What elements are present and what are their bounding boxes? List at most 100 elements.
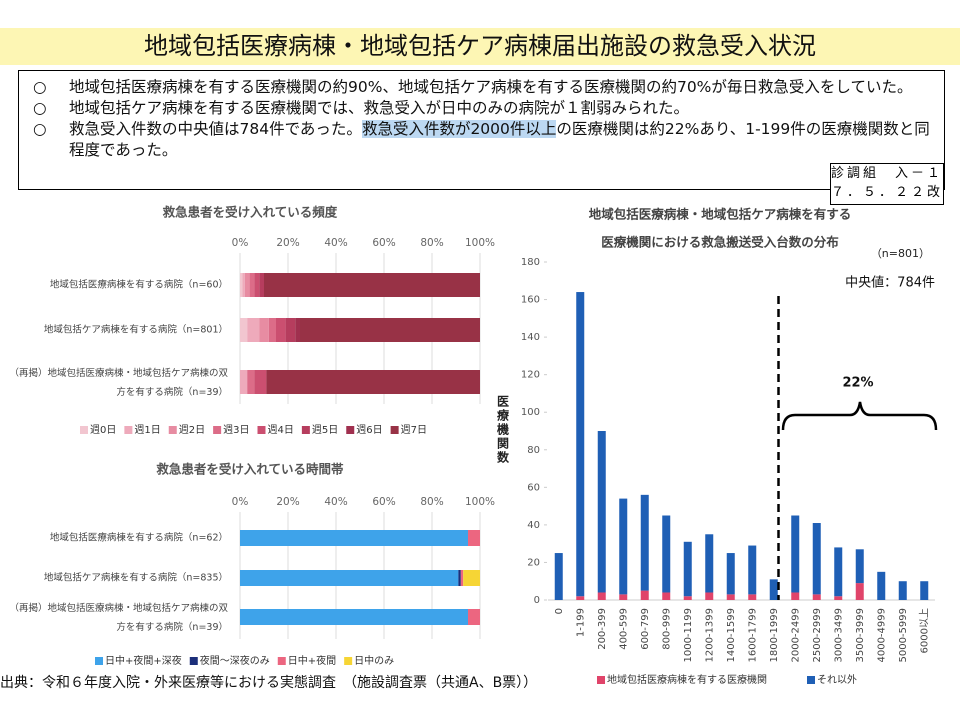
legend-label: 週0日 bbox=[90, 424, 116, 436]
y-tick-label: 100 bbox=[521, 407, 540, 418]
bar-segment bbox=[597, 431, 606, 593]
bar-segment bbox=[705, 534, 714, 593]
x-tick-label: 1000-1199 bbox=[683, 608, 694, 663]
annotation: 22% bbox=[842, 376, 873, 391]
x-tick-label: 1400-1599 bbox=[726, 608, 737, 663]
y-tick-label: 地域包括ケア病棟を有する病院（n=835） bbox=[44, 572, 228, 584]
bar-segment bbox=[247, 370, 255, 394]
legend-swatch bbox=[257, 426, 266, 434]
y-tick-label: 80 bbox=[527, 445, 540, 456]
bar-segment bbox=[460, 570, 464, 586]
x-tick-label: 100% bbox=[465, 496, 495, 508]
chart-title: 地域包括医療病棟・地域包括ケア病棟を有する bbox=[589, 207, 852, 222]
bar-segment bbox=[268, 318, 276, 342]
chart-title: 救急患者を受け入れている時間帯 bbox=[156, 462, 344, 477]
legend-swatch bbox=[168, 426, 177, 434]
chart-title: 医療機関における救急搬送受入台数の分布 bbox=[601, 235, 839, 250]
legend-swatch bbox=[189, 657, 198, 665]
bar-segment bbox=[240, 530, 468, 546]
x-tick-label: 60% bbox=[372, 496, 395, 508]
bar-segment bbox=[855, 583, 864, 600]
bullet-segment: 地域包括医療病棟を有する医療機関の約90%、地域包括ケア病棟を有する医療機関の約… bbox=[69, 78, 913, 96]
legend-label: 日中+夜間 bbox=[288, 654, 336, 667]
legend-label: 日中のみ bbox=[354, 654, 394, 667]
bar-segment bbox=[458, 570, 461, 586]
x-tick-label: 80% bbox=[420, 237, 443, 249]
bar-segment bbox=[662, 592, 671, 600]
bar-segment bbox=[705, 592, 714, 600]
bar-segment bbox=[240, 273, 243, 297]
legend-swatch bbox=[277, 657, 286, 665]
bar-segment bbox=[468, 530, 480, 546]
x-tick-label: 1600-1799 bbox=[747, 608, 758, 663]
x-tick-label: 4000-4999 bbox=[876, 608, 887, 663]
bar-segment bbox=[748, 545, 757, 595]
legend-swatch bbox=[213, 426, 222, 434]
chart-title: 救急患者を受け入れている頻度 bbox=[163, 205, 338, 220]
x-tick-label: 80% bbox=[420, 496, 443, 508]
x-tick-label: 2000-2499 bbox=[790, 608, 801, 663]
y-tick-label: 60 bbox=[527, 482, 540, 493]
bar-segment bbox=[748, 594, 757, 600]
x-tick-label: 800-999 bbox=[661, 608, 672, 650]
y-tick-label: （再掲）地域包括医療病棟・地域包括ケア病棟の双方を有する病院（n=39） bbox=[9, 367, 228, 398]
bar-segment bbox=[855, 549, 864, 584]
bullet-text: 地域包括医療病棟を有する医療機関の約90%、地域包括ケア病棟を有する医療機関の約… bbox=[69, 77, 912, 98]
x-tick-label: 6000以上 bbox=[918, 608, 930, 653]
bullet-text: 地域包括ケア病棟を有する医療機関では、救急受入が日中のみの病院が１割弱みられた。 bbox=[69, 98, 689, 119]
legend-swatch bbox=[346, 426, 355, 434]
x-tick-label: 0 bbox=[554, 608, 565, 614]
bullet: ○ 地域包括ケア病棟を有する医療機関では、救急受入が日中のみの病院が１割弱みられた… bbox=[29, 98, 934, 119]
legend-label: 地域包括医療病棟を有する医療機関 bbox=[607, 673, 767, 686]
bar-segment bbox=[812, 523, 821, 595]
legend-label: 週2日 bbox=[179, 424, 205, 436]
bar-segment bbox=[640, 494, 649, 591]
x-tick-label: 400-599 bbox=[618, 608, 629, 650]
y-tick-label: 20 bbox=[527, 557, 540, 568]
legend-swatch bbox=[95, 657, 103, 665]
bar-segment bbox=[554, 553, 563, 600]
bar-segment bbox=[240, 318, 248, 342]
bullet-segment: 地域包括ケア病棟を有する医療機関では、救急受入が日中のみの病院が１割弱みられた。 bbox=[69, 99, 690, 117]
x-tick-label: 3500-3999 bbox=[855, 608, 866, 663]
bar-segment bbox=[576, 596, 585, 600]
bar-segment bbox=[240, 370, 248, 394]
bar-segment bbox=[264, 273, 480, 297]
legend-swatch bbox=[390, 426, 399, 434]
bar-segment bbox=[259, 273, 264, 297]
y-tick-label: 0 bbox=[534, 595, 540, 606]
annotation: 中央値：784件 bbox=[845, 275, 935, 291]
y-tick-label: 40 bbox=[527, 520, 540, 531]
bar-segment bbox=[259, 318, 269, 342]
legend-label: 夜間～深夜のみ bbox=[200, 654, 270, 667]
x-tick-label: 20% bbox=[276, 496, 299, 508]
y-tick-label: 地域包括医療病棟を有する病院（n=62） bbox=[50, 532, 228, 544]
bar-segment bbox=[812, 594, 821, 600]
x-tick-label: 600-799 bbox=[640, 608, 651, 650]
bar-segment bbox=[834, 596, 843, 600]
bar-segment bbox=[247, 318, 260, 342]
x-tick-label: 1-199 bbox=[575, 608, 586, 637]
y-tick-label: 地域包括ケア病棟を有する病院（n=801） bbox=[44, 324, 228, 336]
legend-label: 週3日 bbox=[223, 424, 249, 436]
bar-segment bbox=[726, 553, 735, 595]
x-tick-label: 0% bbox=[232, 237, 249, 249]
bar-segment bbox=[254, 273, 260, 297]
bar-segment bbox=[240, 609, 468, 625]
legend-label: 週5日 bbox=[312, 424, 338, 436]
bar-segment bbox=[619, 594, 628, 600]
bullet-mark: ○ bbox=[33, 120, 47, 138]
x-tick-label: 3000-3499 bbox=[833, 608, 844, 663]
bar-segment bbox=[769, 579, 778, 600]
x-tick-label: 40% bbox=[324, 237, 347, 249]
x-tick-label: 2500-2999 bbox=[812, 608, 823, 663]
legend-swatch bbox=[597, 676, 605, 684]
y-tick-label: 160 bbox=[521, 295, 540, 306]
legend-label: 週7日 bbox=[401, 424, 427, 436]
source: 出典：令和６年度入院・外来医療等における実態調査 （施設調査票（共通A、B票）） bbox=[0, 674, 537, 691]
bar-segment bbox=[285, 318, 296, 342]
bar-segment bbox=[877, 571, 886, 600]
badge-line: ７．５．２２改 bbox=[831, 185, 944, 200]
bar-segment bbox=[683, 596, 692, 600]
